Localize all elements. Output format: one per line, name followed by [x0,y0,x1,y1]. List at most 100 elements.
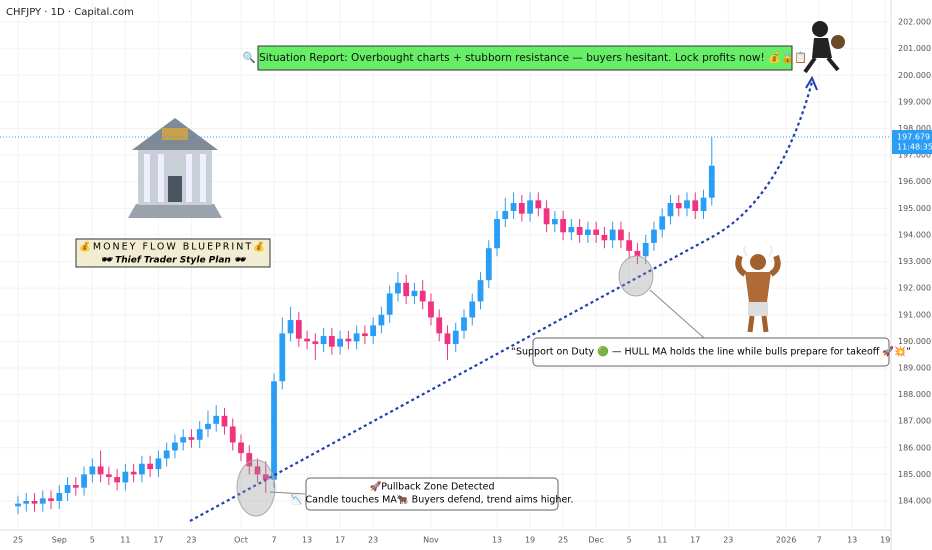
candle-body [279,333,286,382]
thief-icon [803,21,845,74]
candle-body [395,282,401,294]
last-price-label: 197.679 [897,133,930,142]
candle-body [584,229,591,235]
candle-body [626,240,633,251]
y-tick-label: 199.000 [898,97,931,106]
candle-body [64,485,71,494]
countdown-label: 11:48:35 [897,143,932,152]
x-tick-label: 23 [186,536,196,545]
pullback-text: 📉 Candle touches MA🐂 Buyers defend, tren… [291,494,574,506]
candle-body [304,338,310,342]
blueprint-box [75,238,271,268]
candle-body [180,437,187,443]
candle-body [535,200,542,209]
chart-title: CHFJPY · 1D · Capital.com [6,7,134,18]
x-tick-label: Nov [423,536,439,545]
y-tick-label: 195.000 [898,204,931,213]
x-tick-label: 13 [847,536,857,545]
x-tick-label: 25 [13,536,23,545]
candle-body [403,282,410,297]
x-tick-label: 23 [723,536,733,545]
candle-body [213,415,220,424]
x-tick-label: 25 [558,536,568,545]
axes: 184.000 185.000 186.000 187.000 188.000 189.0… [0,18,932,545]
candle-body [568,226,575,233]
candle-body [139,463,145,475]
candle-body [543,208,550,225]
candle-body [295,320,302,339]
candle-body [81,474,87,488]
candle-body [328,336,335,347]
candle-body [601,234,608,241]
candle-body [72,485,79,488]
candle-body [609,229,616,241]
report-text: 🔍 Situation Report: Overbought charts + … [243,50,808,64]
candle-body [502,210,509,219]
x-tick-label: Oct [234,536,248,545]
y-tick-label: 196.000 [898,177,931,186]
candle-body [708,165,715,198]
candle-body [320,336,327,345]
y-tick-label: 200.000 [898,71,931,80]
report-box [257,45,793,71]
candle-body [147,463,154,470]
candle-body [39,498,46,504]
x-tick-label: 13 [302,536,312,545]
candle-body [444,333,451,345]
x-tick-label: Sep [52,536,67,545]
candle-body [56,493,63,501]
candle-body [229,426,236,443]
candle-body [287,320,294,334]
candle-body [196,429,203,440]
candle-body [262,474,269,480]
trend-line [189,81,814,522]
candle-body [469,301,476,318]
bull-icon [735,245,781,333]
candle-body [477,280,484,302]
candle-body [651,229,657,243]
x-tick-label: Dec [588,536,603,545]
candle-body [386,293,393,315]
blueprint-subtitle: 🕶 Thief Trader Style Plan 🕶 [101,256,247,266]
y-tick-label: 190.000 [898,337,931,346]
candle-body [15,503,21,507]
x-tick-label: 11 [120,536,130,545]
candle-body [31,500,38,504]
y-tick-label: 191.000 [898,310,931,319]
candle-body [23,500,30,504]
y-tick-label: 189.000 [898,363,931,372]
candle-body [642,242,649,257]
x-tick-label: 17 [335,536,345,545]
candle-body [700,197,707,211]
candle-body [48,498,54,501]
bank-icon [128,118,222,218]
candle-body [89,466,96,475]
x-tick-label: 17 [153,536,163,545]
candle-body [337,338,344,347]
candle-body [312,341,319,345]
last-price-box [892,130,932,155]
candle-body [684,200,690,209]
candle-body [461,317,467,331]
candle-body [238,442,244,454]
candle-body [551,218,558,225]
pullback-box [305,477,559,511]
y-tick-label: 197.000 [898,151,931,160]
pullback-circle [236,459,276,517]
x-tick-label: 19 [525,536,535,545]
connector [649,289,713,346]
x-tick-label: 7 [271,536,276,545]
support-circle [618,255,654,297]
candle-body [436,317,443,334]
candle-body [419,290,426,302]
candle-body [97,466,104,475]
y-tick-label: 201.000 [898,44,931,53]
y-tick-label: 198.000 [898,124,931,133]
candle-body [172,442,178,451]
candle-body [560,218,567,233]
candle-body [576,226,583,235]
x-tick-label: 13 [492,536,502,545]
candle-body [114,477,121,483]
y-tick-label: 187.000 [898,417,931,426]
